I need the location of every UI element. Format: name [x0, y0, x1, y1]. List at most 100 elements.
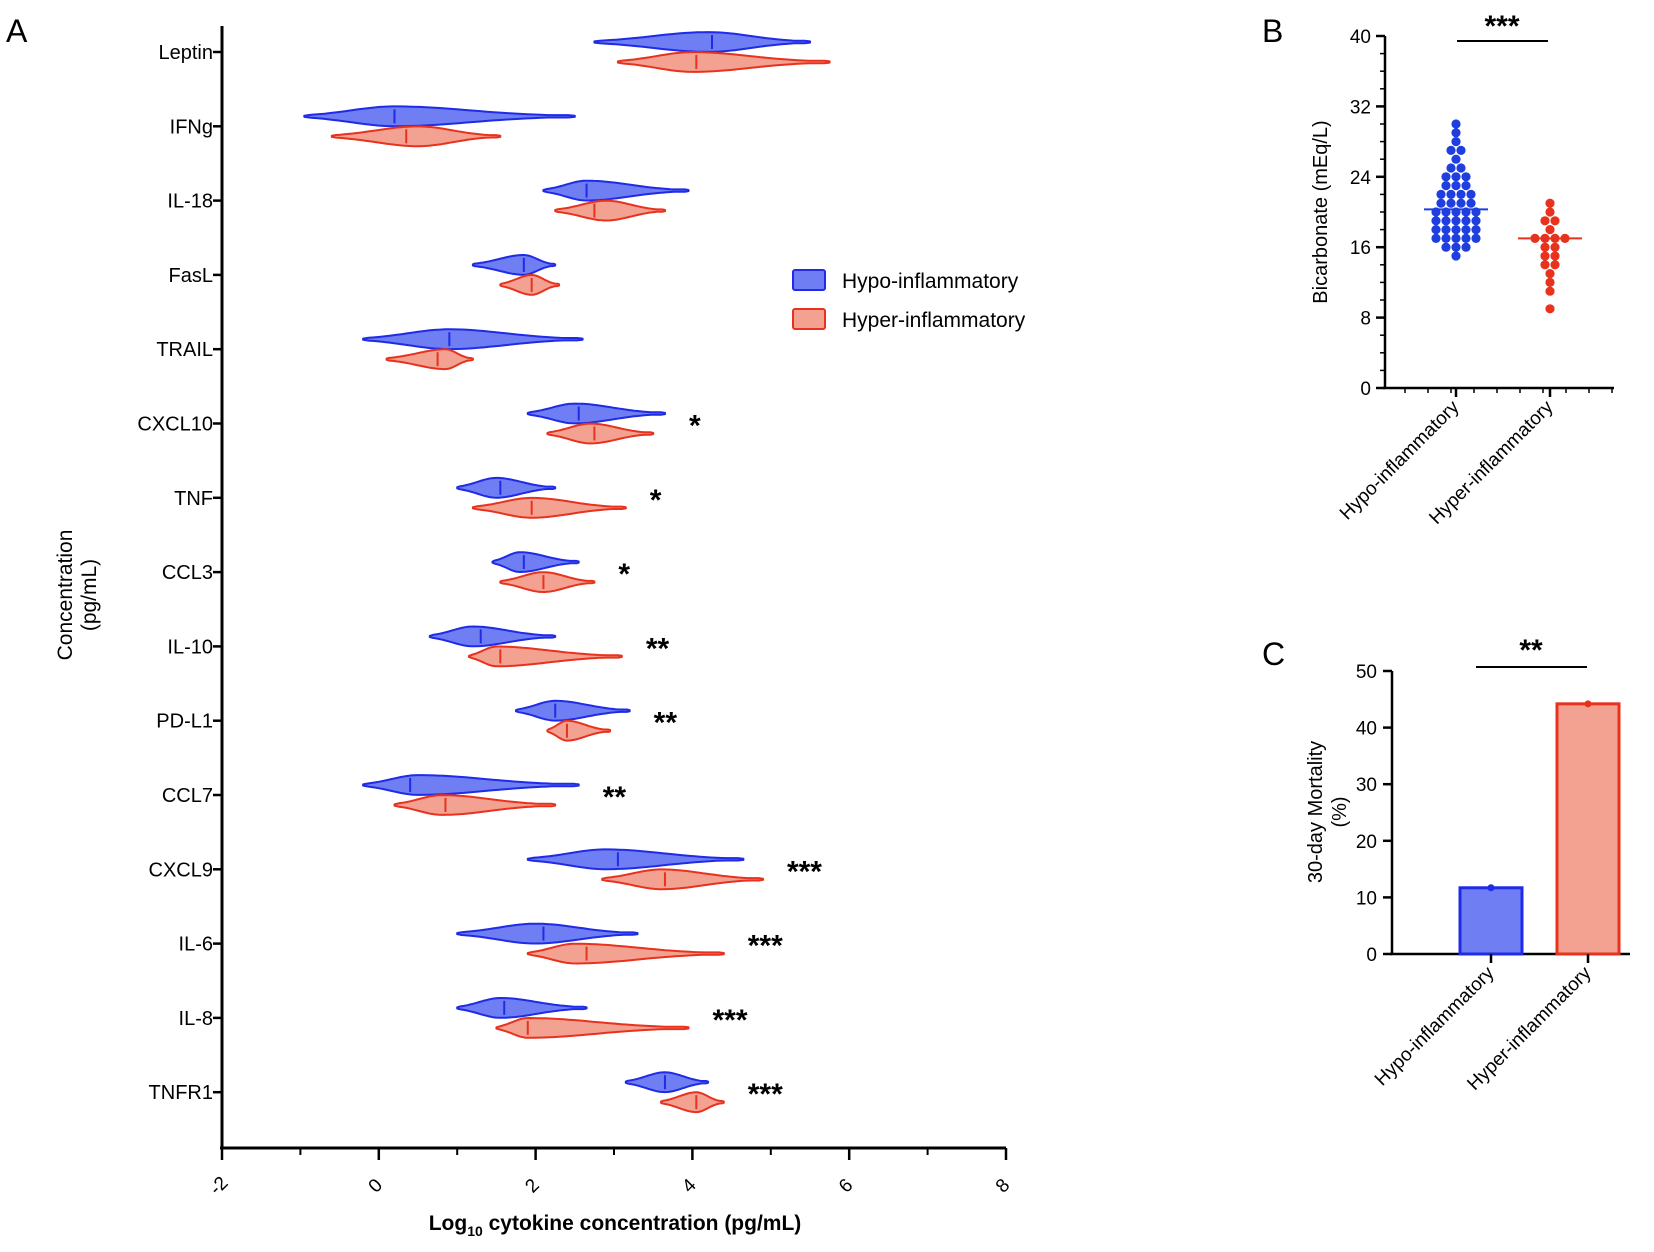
violin-hyper-fasl	[499, 274, 561, 296]
panel-a-x-axis-title: Log10 cytokine concentration (pg/mL)	[429, 1212, 802, 1239]
panel-c-y-ticks: 0 10 20 30 40 50	[1356, 662, 1392, 966]
panel-b-y-tick-label: 24	[1350, 168, 1372, 189]
scatter-point-hypo-inflammatory	[1441, 216, 1451, 226]
scatter-point-hypo-inflammatory	[1451, 154, 1461, 164]
violin-hypo-ccl7	[362, 774, 580, 796]
scatter-point-hyper-inflammatory	[1540, 216, 1550, 226]
violin-row-il-10: IL-10 **	[167, 625, 670, 668]
violin-hyper-ccl3	[499, 571, 596, 593]
significance-ccl3: *	[618, 558, 630, 591]
panel-c-y-tick-label: 10	[1356, 888, 1377, 909]
violin-hyper-cxcl10	[546, 422, 655, 445]
scatter-point-hyper-inflammatory	[1545, 198, 1555, 208]
scatter-point-hypo-inflammatory	[1441, 233, 1451, 243]
violin-hypo-il-18	[542, 179, 690, 202]
violin-hypo-trail	[362, 328, 584, 351]
violin-row-pd-l1: PD-L1 **	[156, 699, 678, 742]
panel-a-x-title-rest: cytokine concentration (pg/mL)	[483, 1212, 802, 1235]
scatter-point-hypo-inflammatory	[1456, 198, 1466, 208]
scatter-point-hypo-inflammatory	[1446, 189, 1456, 199]
violin-row-ccl3: CCL3 *	[162, 551, 630, 593]
violin-hypo-cxcl9	[526, 848, 745, 871]
panel-a-x-title-sub: 10	[467, 1223, 483, 1239]
violin-hyper-il-18	[554, 199, 666, 222]
scatter-point-hyper-inflammatory	[1545, 269, 1555, 279]
significance-pd-l1: **	[654, 707, 678, 740]
panel-c-y-tick-label: 20	[1356, 832, 1377, 853]
scatter-point-hypo-inflammatory	[1431, 225, 1441, 235]
legend-swatch-hypo	[792, 269, 826, 291]
violin-hypo-leptin	[593, 31, 811, 53]
panel-a-y-axis-title: Concentration (pg/mL)	[54, 530, 101, 661]
scatter-point-hypo-inflammatory	[1446, 145, 1456, 155]
scatter-point-hypo-inflammatory	[1431, 216, 1441, 226]
scatter-point-hypo-inflammatory	[1451, 242, 1461, 252]
scatter-point-hypo-inflammatory	[1446, 163, 1456, 173]
scatter-point-hyper-inflammatory	[1545, 304, 1555, 314]
panel-b-y-axis-title: Bicarbonate (mEq/L)	[1310, 120, 1332, 303]
scatter-point-hypo-inflammatory	[1466, 189, 1476, 199]
panel-b-y-tick-label: 0	[1360, 379, 1371, 400]
scatter-point-hypo-inflammatory	[1451, 119, 1461, 129]
panel-a-x-tick-label: 8	[992, 1175, 1014, 1197]
scatter-point-hypo-inflammatory	[1461, 172, 1471, 182]
violin-row-cxcl10: CXCL10 *	[137, 402, 701, 445]
legend-label-hyper: Hyper-inflammatory	[842, 309, 1026, 332]
significance-cxcl10: *	[689, 410, 701, 443]
violin-row-tnfr1: TNFR1 ***	[149, 1071, 783, 1114]
panel-b-y-tick-label: 16	[1350, 238, 1371, 259]
scatter-point-hypo-inflammatory	[1461, 216, 1471, 226]
panel-a-y-tick-label: Leptin	[159, 42, 214, 64]
panel-a-y-tick-label: IL-18	[167, 191, 213, 213]
panel-a-y-title-line1: Concentration	[54, 530, 77, 661]
panel-a-y-tick-label: PD-L1	[156, 711, 213, 733]
scatter-point-hyper-inflammatory	[1540, 242, 1550, 252]
panel-c-y-tick-label: 0	[1366, 945, 1377, 966]
panel-a-x-tick-label: 2	[521, 1175, 543, 1197]
violin-hypo-cxcl10	[526, 402, 666, 425]
panel-label-c: C	[1262, 636, 1285, 672]
panel-a-y-tick-label: CCL7	[162, 785, 213, 807]
panel-c-y-tick-label: 40	[1356, 719, 1377, 740]
violin-hyper-tnfr1	[660, 1091, 725, 1114]
panel-a-y-tick-label: CCL3	[162, 562, 213, 584]
violin-hypo-tnfr1	[624, 1071, 710, 1094]
scatter-point-hypo-inflammatory	[1451, 137, 1461, 147]
significance-tnfr1: ***	[748, 1078, 783, 1111]
panel-a-x-tick-label: 4	[678, 1175, 701, 1198]
panel-a-y-tick-label: IL-6	[179, 934, 213, 956]
scatter-point-hypo-inflammatory	[1466, 198, 1476, 208]
violin-hypo-tnf	[456, 476, 557, 499]
violin-row-il-6: IL-6 ***	[179, 922, 783, 965]
scatter-point-hypo-inflammatory	[1436, 189, 1446, 199]
significance-il-10: **	[646, 632, 670, 665]
scatter-point-hypo-inflammatory	[1446, 198, 1456, 208]
significance-ccl7: **	[603, 781, 627, 814]
panel-c-bar-chart: 0 10 20 30 40 50 Hypo-inflammatoryHyper-infla…	[1305, 634, 1630, 1095]
violin-hyper-il-10	[467, 645, 623, 668]
panel-a-y-tick-label: IL-10	[167, 636, 213, 658]
violin-row-leptin: Leptin	[159, 31, 831, 73]
panel-c-bars	[1458, 700, 1621, 956]
panel-a-y-tick-label: IFNg	[170, 116, 213, 138]
panel-b-points	[1424, 119, 1582, 314]
violin-hyper-cxcl9	[601, 868, 764, 891]
significance-tnf: *	[650, 484, 662, 517]
panel-c-y-tick-label: 50	[1356, 662, 1377, 683]
violin-row-il-8: IL-8 ***	[179, 997, 748, 1039]
scatter-point-hypo-inflammatory	[1456, 145, 1466, 155]
violin-hyper-trail	[385, 348, 474, 371]
panel-c-y-title-line2: (%)	[1329, 796, 1351, 827]
panel-c-y-title-line1: 30-day Mortality	[1305, 741, 1327, 883]
scatter-point-hyper-inflammatory	[1540, 251, 1550, 261]
scatter-point-hypo-inflammatory	[1436, 198, 1446, 208]
scatter-point-hypo-inflammatory	[1451, 251, 1461, 261]
panel-a-y-tick-label: CXCL9	[149, 859, 213, 881]
panel-a-x-tick-label: 0	[365, 1175, 387, 1197]
panel-b-y-tick-label: 40	[1350, 27, 1371, 48]
scatter-point-hypo-inflammatory	[1461, 242, 1471, 252]
scatter-point-hypo-inflammatory	[1441, 225, 1451, 235]
